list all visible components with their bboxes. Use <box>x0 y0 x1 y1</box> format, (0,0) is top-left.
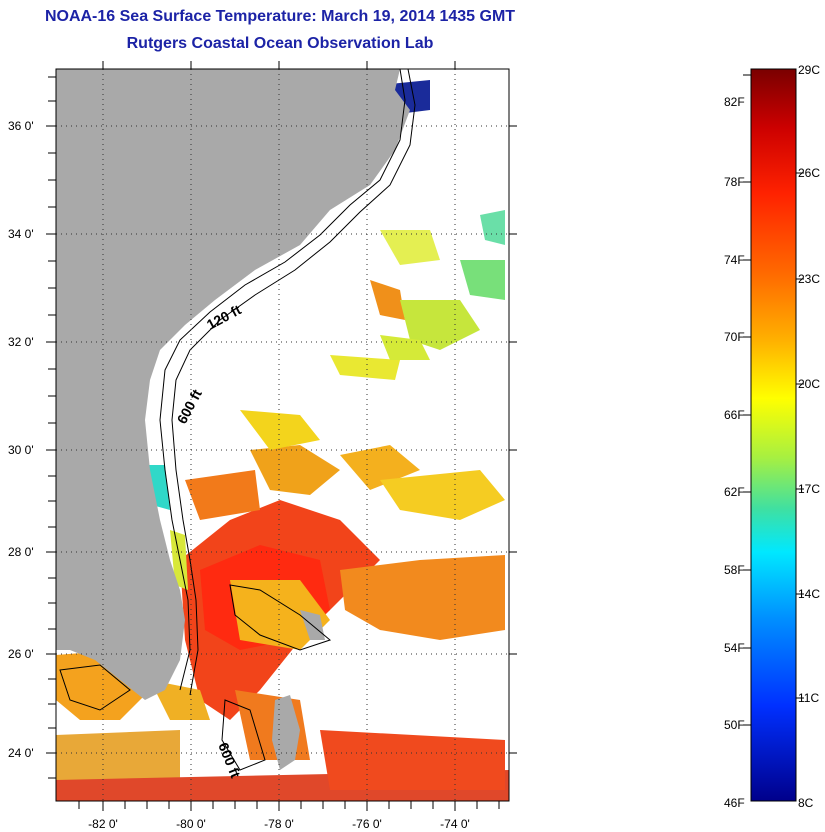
colorbar-label-f: 74F <box>724 253 745 267</box>
land-mass <box>56 69 410 700</box>
colorbar-label-c: 14C <box>798 587 820 601</box>
colorbar-label-c: 17C <box>798 482 820 496</box>
colorbar-label-f: 70F <box>724 330 745 344</box>
colorbar-label-c: 20C <box>798 377 820 391</box>
colorbar-label-c: 23C <box>798 272 820 286</box>
bathymetry-contours <box>59 69 416 771</box>
lat-label: 34 0' <box>8 227 34 241</box>
colorbar-label-c: 11C <box>798 691 819 705</box>
lat-label: 32 0' <box>8 335 34 349</box>
lat-label: 26 0' <box>8 647 34 661</box>
sst-patches <box>56 80 509 801</box>
lon-label: -80 0' <box>176 817 206 831</box>
colorbar-label-f: 66F <box>724 408 745 422</box>
colorbar-label-f: 46F <box>724 796 745 810</box>
map-frame <box>55 68 510 802</box>
graticule <box>56 69 509 801</box>
colorbar-label-f: 82F <box>724 95 745 109</box>
colorbar-label-f: 54F <box>724 641 745 655</box>
colorbar-label-c: 8C <box>798 796 814 810</box>
colorbar-label-c: 26C <box>798 166 820 180</box>
lat-label: 30 0' <box>8 443 34 457</box>
lat-label: 28 0' <box>8 545 34 559</box>
lon-label: -76 0' <box>352 817 382 831</box>
colorbar-label-f: 58F <box>724 563 745 577</box>
axis-ticks <box>46 61 517 811</box>
colorbar-label-f: 50F <box>724 718 745 732</box>
colorbar: 82F 78F 74F 70F 66F 62F 58F 54F 50F 46F … <box>724 63 820 810</box>
lat-label: 24 0' <box>8 746 34 760</box>
lon-label: -74 0' <box>440 817 470 831</box>
colorbar-label-f: 78F <box>724 175 745 189</box>
colorbar-label-f: 62F <box>724 485 745 499</box>
lon-label: -78 0' <box>264 817 294 831</box>
colorbar-gradient <box>750 68 797 802</box>
colorbar-label-c: 29C <box>798 63 820 77</box>
lon-label: -82 0' <box>88 817 118 831</box>
map-title: NOAA-16 Sea Surface Temperature: March 1… <box>44 8 516 25</box>
sst-map: 36 0' 34 0' 32 0' 30 0' 28 0' 26 0' 24 0… <box>8 61 517 831</box>
colorbar-ticks <box>743 74 804 726</box>
bahamas-island <box>272 695 300 770</box>
map-subtitle: Rutgers Coastal Ocean Observation Lab <box>126 35 434 52</box>
lat-label: 36 0' <box>8 119 34 133</box>
